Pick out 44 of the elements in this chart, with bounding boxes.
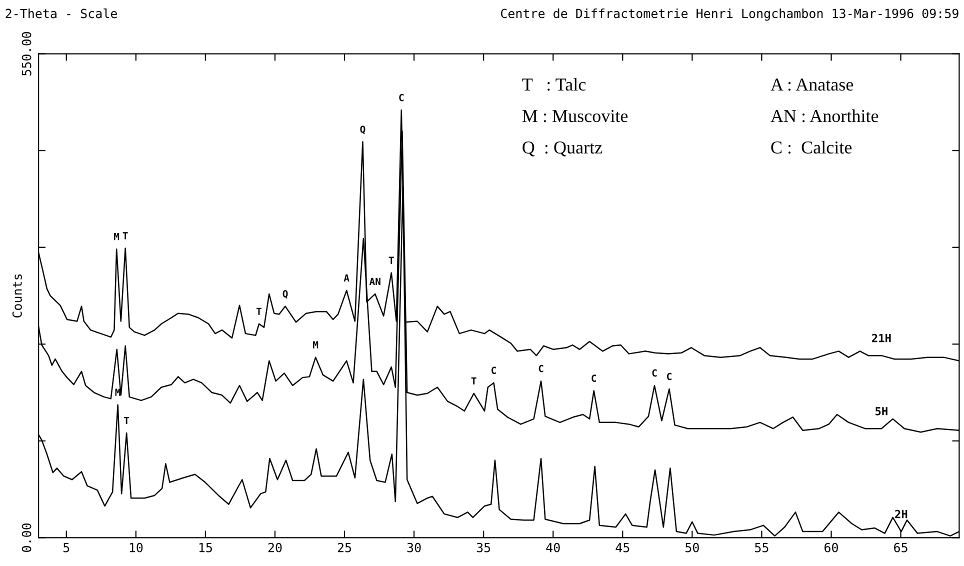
x-tick-label: 45 — [616, 543, 630, 552]
annotation: M : Muscovite — [522, 110, 628, 122]
annotation: T — [122, 232, 128, 240]
annotation: AN : Anorthite — [770, 109, 878, 122]
chart-subtitle: Centre de Diffractometrie Henri Longchambon 13-Mar-1996 09:59 — [500, 8, 958, 21]
annotation: C — [538, 364, 544, 372]
annotation: A — [344, 274, 350, 282]
annotation: M — [114, 233, 120, 240]
x-tick-label: 35 — [476, 542, 490, 552]
series-label: 5H — [876, 407, 888, 416]
x-tick-label: 15 — [199, 543, 212, 552]
x-tick-label: 60 — [824, 542, 838, 552]
series-label: 2H — [895, 510, 908, 518]
y-axis-title: Counts — [12, 274, 22, 318]
annotation: C — [652, 369, 657, 377]
x-tick-label: 5 — [63, 543, 70, 552]
x-tick-label: 65 — [894, 542, 908, 552]
annotation: T : Talc — [522, 78, 586, 91]
annotation: Q — [282, 290, 288, 299]
y-tick-label: 550.00 — [22, 32, 32, 76]
annotation: C — [399, 94, 404, 102]
annotation: T — [471, 377, 476, 384]
x-tick-label: 40 — [546, 542, 560, 552]
x-tick-label: 10 — [130, 542, 143, 552]
annotation: AN — [369, 278, 380, 286]
x-tick-label: 50 — [686, 542, 699, 552]
annotation: T — [124, 416, 130, 424]
x-tick-label: 20 — [268, 542, 282, 552]
annotation: Q — [360, 126, 366, 134]
x-tick-label: 55 — [755, 543, 768, 552]
x-tick-label: 25 — [338, 542, 352, 552]
chart-title: 2-Theta - Scale — [6, 8, 117, 18]
annotation: C — [592, 374, 596, 382]
annotation: C — [492, 366, 496, 374]
series-label: 21H — [872, 334, 891, 342]
x-tick-label: 30 — [407, 542, 421, 552]
annotation: C : Calcite — [771, 140, 852, 154]
annotation: M — [313, 341, 318, 348]
annotation: Q : Quartz — [522, 141, 602, 156]
y-tick-label: 0.00 — [22, 523, 32, 552]
annotation: T — [388, 256, 394, 264]
annotation: C — [667, 372, 672, 380]
annotation: A : Anatase — [770, 78, 854, 91]
annotation: T — [256, 308, 262, 315]
